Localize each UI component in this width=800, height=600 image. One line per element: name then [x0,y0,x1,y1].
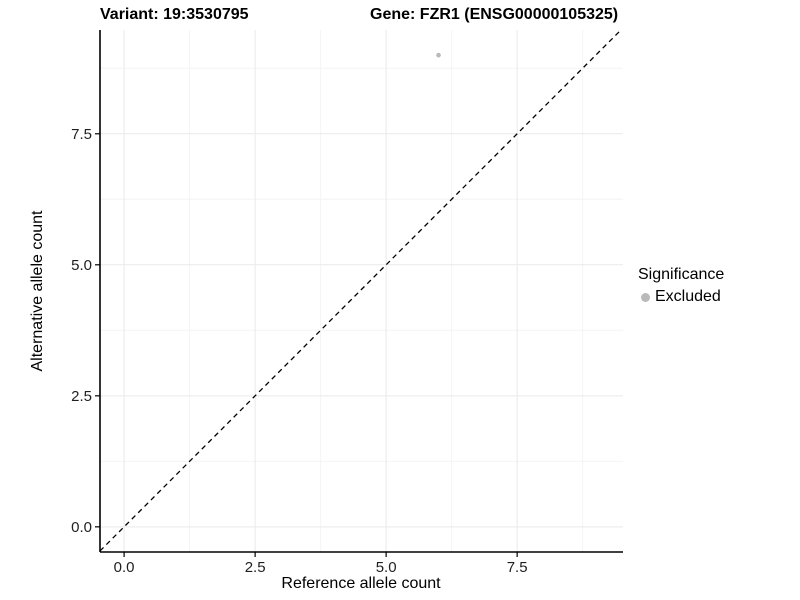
plot-title-gene: Gene: FZR1 (ENSG00000105325) [370,6,619,23]
x-axis-title: Reference allele count [281,575,441,592]
legend-title: Significance [638,266,725,283]
x-axis-tick-label: 2.5 [245,559,266,576]
plot-title-variant: Variant: 19:3530795 [100,6,249,23]
legend: Significance Excluded [638,266,724,306]
plot-panel: 0.0 2.5 5.0 7.5 0.0 2.5 5.0 7.5 [71,29,623,576]
y-axis-tick-label: 2.5 [71,388,92,405]
y-axis-tick-label: 5.0 [71,257,92,274]
legend-circle-marker-icon [641,292,650,302]
x-axis-tick-label: 0.0 [114,559,135,576]
y-axis-tick-label: 0.0 [71,519,92,536]
y-axis-title: Alternative allele count [29,210,46,372]
x-axis-tick-label: 7.5 [507,559,528,576]
y-axis-tick-label: 7.5 [71,126,92,143]
x-axis-tick-label: 5.0 [376,559,397,576]
legend-item-excluded: Excluded [641,288,724,306]
data-point [436,52,441,58]
legend-item-label: Excluded [655,288,721,305]
identity-reference-line [99,29,622,552]
